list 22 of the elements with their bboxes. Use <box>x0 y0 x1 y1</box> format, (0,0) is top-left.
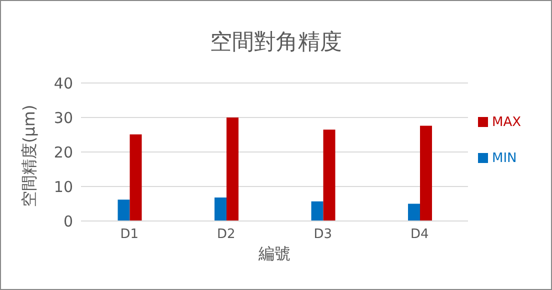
y-tick-label: 20 <box>54 143 73 162</box>
y-tick-label: 40 <box>54 74 73 92</box>
bar <box>226 118 239 221</box>
bar <box>323 130 336 221</box>
y-tick-label: 30 <box>54 108 73 127</box>
bar <box>130 134 142 221</box>
chart-title: 空間對角精度 <box>209 29 343 57</box>
legend-label: MIN <box>492 151 517 166</box>
bar <box>408 204 420 221</box>
x-axis-title: 編號 <box>257 244 290 263</box>
bar <box>118 200 130 221</box>
bar <box>311 201 324 221</box>
bar <box>420 126 432 221</box>
x-tick-label: D2 <box>216 227 236 242</box>
x-tick-label: D1 <box>120 227 139 242</box>
y-tick-label: 10 <box>54 178 73 196</box>
x-tick-label: D3 <box>314 227 332 242</box>
x-tick-label: D4 <box>410 227 429 242</box>
y-tick-label: 0 <box>63 212 73 230</box>
bar <box>214 198 227 221</box>
legend-label: MAX <box>492 115 521 130</box>
y-axis-title: 空間精度(μm) <box>20 104 39 207</box>
